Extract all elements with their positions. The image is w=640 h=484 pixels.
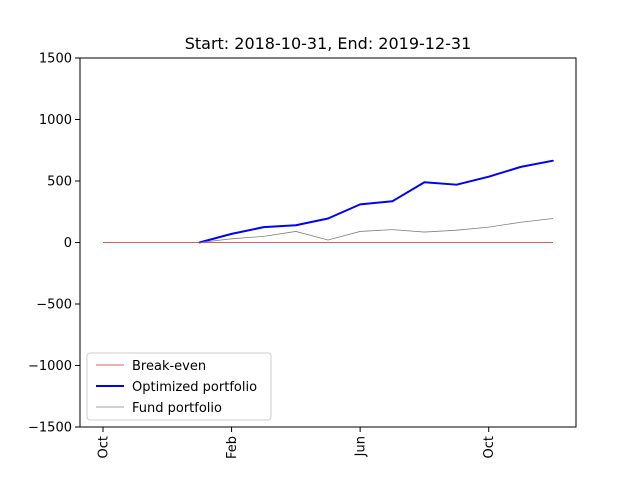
y-tick-label: −1000 [28, 359, 72, 374]
series-layer [103, 159, 554, 244]
series-line-optimized-portfolio [199, 159, 554, 244]
x-tick-label: Oct [482, 436, 497, 458]
data-point [552, 159, 554, 162]
y-tick-label: −500 [36, 298, 72, 313]
data-point [327, 217, 329, 220]
series-line-fund-portfolio [199, 218, 554, 243]
x-tick-label: Feb [225, 436, 240, 459]
legend: Break-even Optimized portfolio Fund portfo… [86, 352, 272, 421]
y-tick-label: 1000 [39, 113, 72, 128]
chart-title: Start: 2018-10-31, End: 2019-12-31 [185, 34, 472, 53]
legend-label: Optimized portfolio [132, 380, 257, 395]
y-tick-label: 1500 [39, 52, 72, 67]
data-point [262, 226, 265, 228]
legend-box [86, 352, 272, 421]
data-point [520, 166, 522, 168]
data-point [487, 175, 490, 178]
y-axis: 1500 1000 500 0 −500 −1000 −1500 [28, 52, 80, 436]
x-tick-label: Jun [354, 436, 369, 457]
plot-frame [79, 57, 577, 428]
legend-label: Break-even [132, 359, 206, 374]
data-point [391, 200, 394, 203]
data-point [455, 183, 458, 186]
legend-label: Fund portfolio [132, 401, 222, 416]
x-axis: Oct Feb Jun Oct [97, 427, 497, 459]
y-tick-label: 500 [47, 175, 72, 190]
data-point [230, 233, 233, 235]
y-tick-label: −1500 [28, 421, 72, 436]
data-point [423, 181, 426, 184]
x-tick-label: Oct [97, 436, 112, 458]
data-point [359, 203, 361, 206]
y-tick-label: 0 [64, 236, 72, 251]
data-point [295, 224, 297, 227]
